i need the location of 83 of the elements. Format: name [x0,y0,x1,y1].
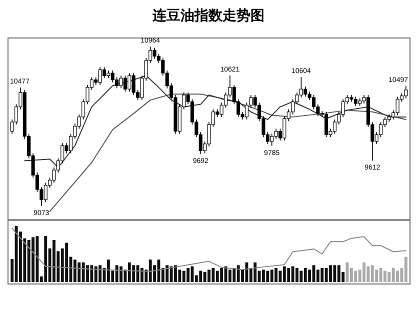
candlestick [44,182,48,203]
candlestick [282,116,286,141]
bar [366,266,370,282]
bar [199,270,202,282]
bar [220,268,224,282]
bar [132,265,136,282]
bar [232,268,236,282]
bar [208,270,210,282]
candlestick [324,111,328,138]
bar [106,260,110,282]
candlestick [102,66,106,79]
bar [333,265,336,282]
bar [388,272,391,282]
bar [354,270,358,282]
bar [300,270,303,282]
candlestick [299,76,303,98]
bar [90,265,94,282]
bar [337,265,340,282]
bar [94,266,98,282]
bar [140,268,144,282]
candlestick [396,96,400,116]
bar [262,270,265,282]
bar [392,268,395,282]
candlestick [115,76,119,89]
candlestick [274,128,278,140]
bar [148,260,152,282]
bar [115,265,118,282]
bar [270,270,274,282]
bar [266,270,270,282]
bar [186,268,190,282]
candlestick [152,47,156,60]
candlestick [119,75,123,89]
candlestick [270,133,274,146]
bar [98,265,102,282]
bar [203,272,206,282]
bar [32,237,35,282]
bar [166,265,169,282]
bar [120,266,122,282]
bar [370,265,374,282]
bar [304,268,307,282]
bar [86,265,89,282]
bar [14,226,18,282]
bar [52,240,56,282]
candlestick [291,98,295,115]
candlestick [123,75,127,92]
bar [216,270,219,282]
bar [404,256,408,282]
bar [274,268,278,282]
bar [228,270,232,282]
bar [27,240,30,282]
chart-title: 连豆油指数走势图 [152,7,264,23]
bar [329,265,332,282]
bar [320,268,324,282]
candlestick [132,72,136,96]
bar [324,268,328,282]
candlestick [379,122,383,138]
candlestick [354,96,358,106]
bar [82,262,85,282]
bar [170,266,173,282]
candlestick [404,86,408,99]
candlestick [110,70,114,83]
bar [128,262,131,282]
candlestick [304,86,308,98]
bar [245,262,248,282]
bar [174,265,177,282]
bar [362,262,366,282]
bar [212,268,215,282]
bar [78,262,81,282]
bar [182,270,186,282]
bar [73,260,76,282]
bar [282,266,286,282]
bar [65,242,68,282]
candlestick [312,94,316,110]
bar [383,270,386,282]
bar [236,265,240,282]
bar [254,262,257,282]
bar [44,236,48,282]
bar [291,266,294,282]
bar [287,268,290,282]
bar [296,268,298,282]
candlestick [98,66,102,86]
bar [396,270,399,282]
candlestick [128,72,132,92]
